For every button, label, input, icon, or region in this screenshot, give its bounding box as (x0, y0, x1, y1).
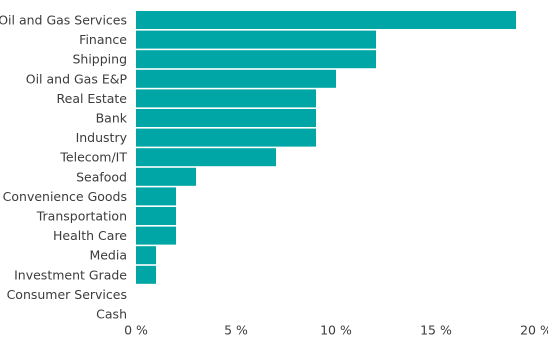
x-tick-label-20: 20 % (520, 323, 548, 338)
x-axis-tick-labels: 0 % 5 % 10 % 15 % 20 % (124, 323, 548, 338)
category-label-consumer-services: Consumer Services (7, 287, 127, 302)
category-labels: Oil and Gas Services Finance Shipping Oil a… (0, 13, 128, 322)
bar-oil-and-gas-e-p (136, 69, 336, 88)
category-label-cash: Cash (96, 307, 127, 322)
category-label-oil-and-gas-e-p: Oil and Gas E&P (26, 71, 128, 86)
category-label-media: Media (89, 248, 127, 263)
category-label-investment-grade: Investment Grade (14, 267, 127, 282)
bar-industry (136, 128, 316, 147)
bar-bank (136, 109, 316, 127)
bar-oil-and-gas-services (136, 11, 516, 29)
category-label-oil-and-gas-services: Oil and Gas Services (0, 13, 127, 28)
category-label-industry: Industry (76, 130, 128, 145)
category-label-convenience-goods: Convenience Goods (3, 189, 127, 204)
category-label-real-estate: Real Estate (57, 91, 128, 106)
bar-convenience-goods (136, 187, 176, 206)
bar-real-estate (136, 89, 316, 108)
bars (136, 11, 516, 284)
category-label-finance: Finance (79, 32, 127, 47)
bar-finance (136, 30, 376, 49)
category-label-health-care: Health Care (53, 228, 127, 243)
x-tick-label-15: 15 % (420, 323, 452, 338)
bar-investment-grade (136, 265, 156, 284)
bar-transportation (136, 207, 176, 225)
category-label-bank: Bank (96, 111, 128, 126)
bar-health-care (136, 226, 176, 245)
x-tick-label-0: 0 % (124, 323, 148, 338)
bar-shipping (136, 50, 376, 69)
bar-seafood (136, 167, 196, 186)
bar-telecom-it (136, 148, 276, 167)
category-label-shipping: Shipping (72, 52, 127, 67)
category-label-transportation: Transportation (36, 209, 127, 224)
x-tick-label-5: 5 % (224, 323, 248, 338)
category-label-seafood: Seafood (76, 169, 127, 184)
category-label-telecom-it: Telecom/IT (59, 150, 127, 165)
x-tick-label-10: 10 % (320, 323, 352, 338)
bar-media (136, 246, 156, 265)
